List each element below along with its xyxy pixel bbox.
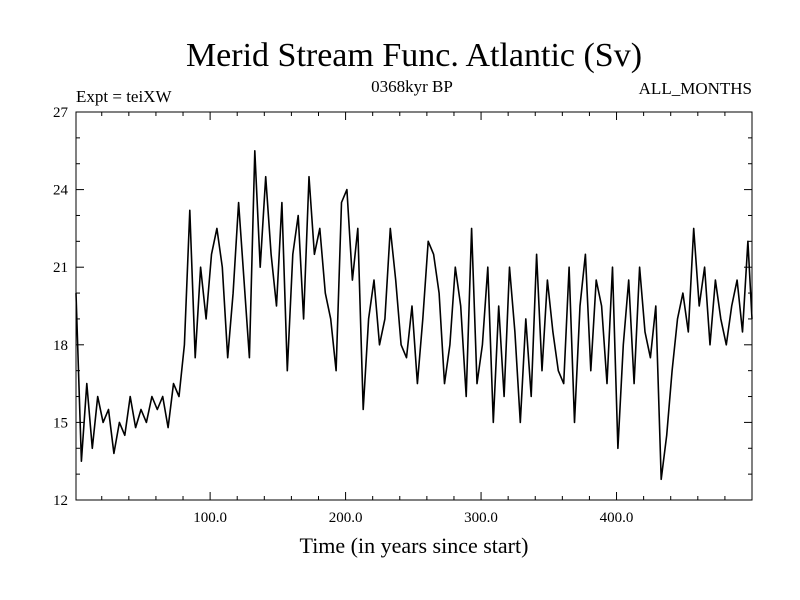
series-line — [75, 150, 753, 481]
y-axis: 12 15 18 21 24 27 — [53, 105, 752, 509]
chart-title: Merid Stream Func. Atlantic (Sv) — [186, 37, 642, 74]
y-tick-label: 18 — [53, 338, 68, 354]
x-tick-label: 400.0 — [600, 510, 634, 526]
x-tick-label: 300.0 — [464, 510, 498, 526]
x-axis: 100.0 200.0 300.0 400.0 — [101, 112, 726, 526]
months-label: ALL_MONTHS — [639, 79, 752, 98]
y-tick-label: 15 — [53, 415, 68, 431]
y-tick-label: 24 — [53, 183, 69, 199]
x-tick-label: 100.0 — [193, 510, 227, 526]
x-tick-label: 200.0 — [329, 510, 363, 526]
x-axis-label: Time (in years since start) — [300, 533, 529, 558]
y-tick-label: 21 — [53, 260, 68, 276]
y-tick-label: 12 — [53, 493, 68, 509]
plot-frame — [75, 111, 753, 501]
experiment-label: Expt = teiXW — [76, 87, 172, 106]
period-label: 0368kyr BP — [371, 77, 453, 96]
y-tick-label: 27 — [53, 105, 69, 121]
